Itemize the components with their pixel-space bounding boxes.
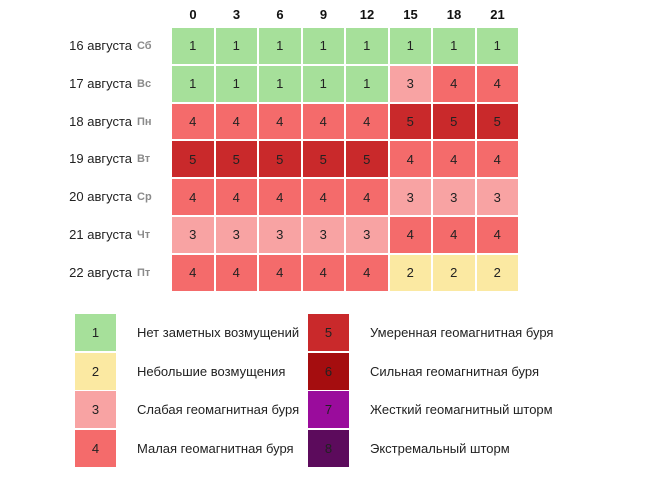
legend-label: Слабая геомагнитная буря [137, 402, 300, 417]
forecast-cell: 4 [475, 140, 519, 179]
forecast-cell: 3 [388, 64, 432, 103]
forecast-cell: 1 [171, 64, 215, 103]
forecast-cell: 4 [432, 140, 476, 179]
legend-label: Небольшие возмущения [137, 363, 286, 379]
weekday-label: Вт [137, 153, 151, 166]
forecast-cell: 4 [301, 102, 345, 141]
hour-header: 3 [232, 7, 241, 22]
date-label: 20 августа [69, 189, 132, 205]
legend-label: Жесткий геомагнитный шторм [370, 402, 553, 417]
forecast-cell: 4 [171, 253, 215, 292]
legend-label: Умеренная геомагнитная буря [370, 325, 554, 340]
forecast-cell: 4 [301, 178, 345, 216]
hour-header: 6 [276, 7, 284, 22]
legend-label: Экстремальный шторм [370, 440, 510, 456]
date-label: 21 августа [69, 227, 132, 242]
forecast-cell: 5 [301, 140, 345, 179]
weekday-label: Пт [137, 266, 151, 279]
forecast-cell: 4 [388, 216, 432, 254]
legend-label: Нет заметных возмущений [137, 325, 300, 340]
legend-swatch: 2 [74, 351, 117, 391]
forecast-cell: 4 [214, 253, 258, 292]
legend-label: Сильная геомагнитная буря [370, 363, 539, 379]
forecast-cell: 5 [171, 140, 215, 179]
forecast-cell: 5 [432, 102, 476, 141]
forecast-cell: 2 [432, 253, 476, 292]
date-label: 19 августа [69, 151, 132, 167]
forecast-cell: 1 [432, 27, 476, 65]
forecast-cell: 2 [475, 253, 519, 292]
forecast-cell: 4 [475, 64, 519, 103]
forecast-cell: 3 [345, 216, 389, 254]
forecast-cell: 4 [432, 216, 476, 254]
forecast-cell: 4 [432, 64, 476, 103]
weekday-label: Пн [137, 115, 152, 128]
forecast-cell: 3 [432, 178, 476, 216]
forecast-cell: 3 [475, 178, 519, 216]
hour-header: 12 [359, 7, 375, 22]
legend-swatch: 3 [74, 390, 117, 429]
legend-swatch: 6 [307, 351, 350, 391]
forecast-cell: 3 [258, 216, 302, 254]
forecast-cell: 1 [301, 64, 345, 103]
forecast-cell: 4 [171, 102, 215, 141]
weekday-label: Сб [137, 40, 152, 52]
weekday-label: Ср [137, 191, 152, 204]
forecast-cell: 4 [345, 178, 389, 216]
forecast-cell: 1 [301, 27, 345, 65]
hour-header: 15 [403, 7, 418, 22]
date-label: 16 августа [69, 38, 132, 53]
forecast-cell: 4 [171, 178, 215, 216]
legend-swatch: 8 [307, 428, 350, 468]
forecast-cell: 5 [345, 140, 389, 179]
forecast-cell: 1 [345, 64, 389, 103]
forecast-cell: 1 [475, 27, 519, 65]
forecast-cell: 4 [345, 253, 389, 292]
forecast-cell: 1 [345, 27, 389, 65]
forecast-cell: 5 [258, 140, 302, 179]
forecast-cell: 3 [301, 216, 345, 254]
forecast-cell: 4 [475, 216, 519, 254]
forecast-cell: 4 [301, 253, 345, 292]
forecast-cell: 4 [345, 102, 389, 141]
hour-header: 21 [490, 7, 505, 22]
forecast-cell: 1 [258, 27, 302, 65]
forecast-cell: 4 [214, 102, 258, 141]
legend-swatch: 7 [307, 390, 350, 429]
date-label: 17 августа [69, 75, 132, 91]
legend-swatch: 5 [307, 313, 350, 352]
legend-swatch: 1 [74, 313, 117, 352]
hour-header: 18 [446, 7, 462, 22]
legend-label: Малая геомагнитная буря [137, 440, 294, 456]
forecast-cell: 3 [388, 178, 432, 216]
forecast-cell: 1 [258, 64, 302, 103]
forecast-cell: 4 [214, 178, 258, 216]
forecast-cell: 4 [258, 178, 302, 216]
forecast-cell: 3 [214, 216, 258, 254]
forecast-cell: 4 [388, 140, 432, 179]
date-label: 22 августа [69, 264, 132, 280]
forecast-cell: 1 [214, 27, 258, 65]
forecast-cell: 1 [171, 27, 215, 65]
forecast-cell: 5 [214, 140, 258, 179]
hour-header: 9 [319, 7, 328, 22]
forecast-cell: 1 [388, 27, 432, 65]
forecast-cell: 5 [388, 102, 432, 141]
forecast-cell: 1 [214, 64, 258, 103]
forecast-cell: 5 [475, 102, 519, 141]
forecast-cell: 3 [171, 216, 215, 254]
forecast-cell: 2 [388, 253, 432, 292]
weekday-label: Чт [137, 229, 151, 241]
forecast-cell: 4 [258, 102, 302, 141]
forecast-cell: 4 [258, 253, 302, 292]
legend-swatch: 4 [74, 428, 117, 468]
date-label: 18 августа [69, 113, 132, 129]
hour-header: 0 [189, 7, 197, 22]
weekday-label: Вс [137, 77, 152, 90]
